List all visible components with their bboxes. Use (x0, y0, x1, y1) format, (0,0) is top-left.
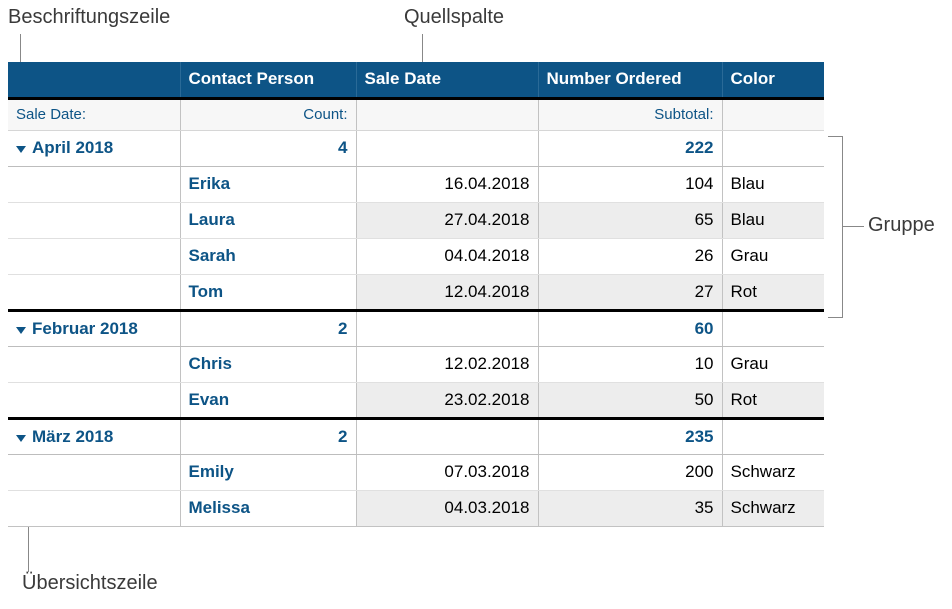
callout-uebersichtszeile: Übersichtszeile (22, 572, 158, 595)
row-blank (8, 238, 180, 274)
group-count-cell: 2 (180, 310, 356, 346)
row-date[interactable]: 23.02.2018 (356, 382, 538, 418)
row-color[interactable]: Blau (722, 202, 824, 238)
row-date[interactable]: 16.04.2018 (356, 166, 538, 202)
row-blank (8, 490, 180, 526)
group-header-row[interactable]: April 2018 4 222 (8, 130, 824, 166)
callout-quellspalte: Quellspalte (404, 6, 504, 29)
label-count: Count: (180, 98, 356, 130)
row-number[interactable]: 65 (538, 202, 722, 238)
row-date[interactable]: 12.04.2018 (356, 274, 538, 310)
row-color[interactable]: Grau (722, 346, 824, 382)
column-header-row: Contact Person Sale Date Number Ordered … (8, 62, 824, 98)
column-header-color[interactable]: Color (722, 62, 824, 98)
callout-beschriftungszeile: Beschriftungszeile (8, 6, 170, 29)
row-number[interactable]: 26 (538, 238, 722, 274)
row-contact[interactable]: Tom (180, 274, 356, 310)
group-name: Februar 2018 (32, 319, 138, 338)
callout-beschriftungszeile-text: Beschriftungszeile (8, 6, 170, 28)
row-contact[interactable]: Emily (180, 454, 356, 490)
group-empty-2 (722, 418, 824, 454)
column-header-numberordered[interactable]: Number Ordered (538, 62, 722, 98)
row-color[interactable]: Grau (722, 238, 824, 274)
callout-gruppe-text: Gruppe (868, 214, 935, 236)
group-header-row[interactable]: Februar 2018 2 60 (8, 310, 824, 346)
column-header-contact[interactable]: Contact Person (180, 62, 356, 98)
callout-quellspalte-text: Quellspalte (404, 6, 504, 28)
row-color[interactable]: Schwarz (722, 490, 824, 526)
row-contact[interactable]: Laura (180, 202, 356, 238)
disclosure-icon[interactable] (16, 319, 26, 339)
label-empty-2 (722, 98, 824, 130)
table-row[interactable]: Erika16.04.2018104Blau (8, 166, 824, 202)
row-number[interactable]: 10 (538, 346, 722, 382)
row-contact[interactable]: Evan (180, 382, 356, 418)
row-blank (8, 346, 180, 382)
group-subtotal-cell: 60 (538, 310, 722, 346)
group-name: März 2018 (32, 427, 113, 446)
row-color[interactable]: Schwarz (722, 454, 824, 490)
row-color[interactable]: Rot (722, 274, 824, 310)
row-contact[interactable]: Erika (180, 166, 356, 202)
row-date[interactable]: 04.03.2018 (356, 490, 538, 526)
row-color[interactable]: Blau (722, 166, 824, 202)
row-blank (8, 382, 180, 418)
table-row[interactable]: Tom12.04.201827Rot (8, 274, 824, 310)
group-empty-1 (356, 418, 538, 454)
row-blank (8, 166, 180, 202)
table-row[interactable]: Evan23.02.201850Rot (8, 382, 824, 418)
row-number[interactable]: 35 (538, 490, 722, 526)
group-subtotal-cell: 222 (538, 130, 722, 166)
grouped-table: Contact Person Sale Date Number Ordered … (8, 62, 824, 527)
row-date[interactable]: 27.04.2018 (356, 202, 538, 238)
label-subtotal: Subtotal: (538, 98, 722, 130)
row-color[interactable]: Rot (722, 382, 824, 418)
group-empty-2 (722, 130, 824, 166)
table-row[interactable]: Sarah04.04.201826Grau (8, 238, 824, 274)
label-row: Sale Date: Count: Subtotal: (8, 98, 824, 130)
group-empty-1 (356, 130, 538, 166)
callout-gruppe: Gruppe (868, 214, 935, 237)
group-count-cell: 2 (180, 418, 356, 454)
disclosure-icon[interactable] (16, 138, 26, 158)
row-date[interactable]: 04.04.2018 (356, 238, 538, 274)
callout-uebersichtszeile-text: Übersichtszeile (22, 572, 158, 594)
row-date[interactable]: 07.03.2018 (356, 454, 538, 490)
table-row[interactable]: Melissa04.03.201835Schwarz (8, 490, 824, 526)
group-empty-1 (356, 310, 538, 346)
column-header-saledate[interactable]: Sale Date (356, 62, 538, 98)
group-count-cell: 4 (180, 130, 356, 166)
group-name: April 2018 (32, 138, 113, 157)
gruppe-bracket (828, 136, 843, 318)
group-name-cell[interactable]: April 2018 (8, 130, 180, 166)
row-contact[interactable]: Chris (180, 346, 356, 382)
label-groupby: Sale Date: (8, 98, 180, 130)
row-number[interactable]: 50 (538, 382, 722, 418)
row-date[interactable]: 12.02.2018 (356, 346, 538, 382)
label-empty-1 (356, 98, 538, 130)
group-name-cell[interactable]: März 2018 (8, 418, 180, 454)
gruppe-bracket-stem (842, 226, 864, 227)
group-name-cell[interactable]: Februar 2018 (8, 310, 180, 346)
table-row[interactable]: Emily07.03.2018200Schwarz (8, 454, 824, 490)
disclosure-icon[interactable] (16, 427, 26, 447)
group-header-row[interactable]: März 2018 2 235 (8, 418, 824, 454)
row-blank (8, 202, 180, 238)
group-subtotal-cell: 235 (538, 418, 722, 454)
row-number[interactable]: 104 (538, 166, 722, 202)
row-contact[interactable]: Melissa (180, 490, 356, 526)
table-row[interactable]: Laura27.04.201865Blau (8, 202, 824, 238)
table-row[interactable]: Chris12.02.201810Grau (8, 346, 824, 382)
group-empty-2 (722, 310, 824, 346)
row-blank (8, 274, 180, 310)
row-number[interactable]: 200 (538, 454, 722, 490)
column-header-blank[interactable] (8, 62, 180, 98)
row-number[interactable]: 27 (538, 274, 722, 310)
row-contact[interactable]: Sarah (180, 238, 356, 274)
row-blank (8, 454, 180, 490)
